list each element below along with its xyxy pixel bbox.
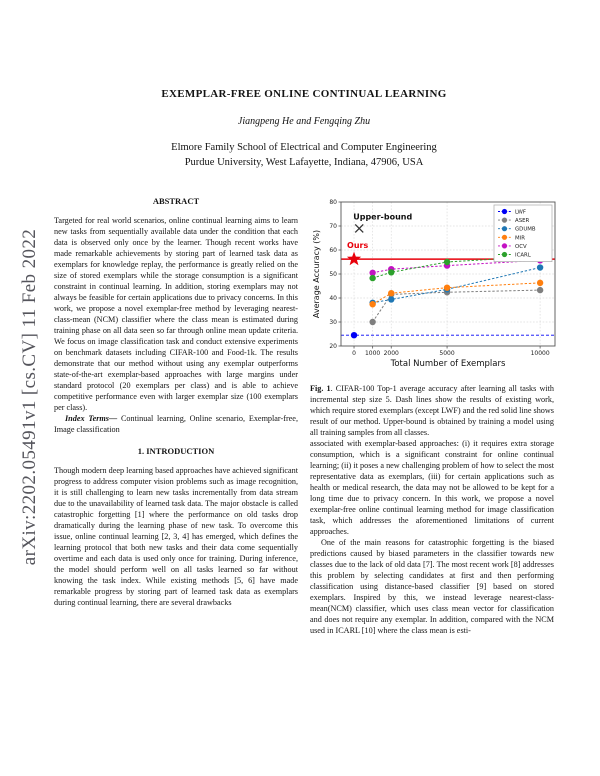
- svg-text:Total Number of Exemplars: Total Number of Exemplars: [390, 359, 506, 369]
- svg-text:1000: 1000: [365, 350, 380, 357]
- abstract-heading: ABSTRACT: [152, 196, 200, 206]
- figure1-caption: Fig. 1. CIFAR-100 Top-1 average accuracy…: [310, 383, 554, 438]
- two-column-body: ABSTRACT Targeted for real world scenari…: [54, 196, 556, 636]
- body-paragraph-1: associated with exemplar-based approache…: [310, 439, 554, 536]
- affiliation-line-1: Elmore Family School of Electrical and C…: [171, 142, 437, 153]
- paper-authors: Jiangpeng He and Fengqing Zhu: [237, 116, 371, 127]
- figure1-caption-text: . CIFAR-100 Top-1 average accuracy after…: [310, 384, 554, 437]
- svg-text:30: 30: [329, 319, 337, 326]
- svg-text:ASER: ASER: [515, 218, 530, 224]
- left-column: ABSTRACT Targeted for real world scenari…: [54, 196, 298, 636]
- body-paragraph-2: One of the main reasons for catastrophic…: [310, 538, 554, 635]
- svg-text:OCV: OCV: [515, 244, 527, 250]
- index-terms-text: Continual learning, Online scenario, Exe…: [54, 414, 298, 434]
- svg-text:60: 60: [329, 247, 337, 254]
- paper-content: EXEMPLAR-FREE ONLINE CONTINUAL LEARNING …: [54, 88, 556, 636]
- paper-header: EXEMPLAR-FREE ONLINE CONTINUAL LEARNING …: [54, 88, 554, 170]
- svg-text:Ours: Ours: [347, 241, 368, 250]
- svg-text:20: 20: [329, 343, 337, 350]
- arxiv-watermark: arXiv:2202.05491v1 [cs.CV] 11 Feb 2022: [19, 228, 40, 566]
- introduction-heading: 1. INTRODUCTION: [137, 446, 215, 456]
- svg-text:80: 80: [329, 199, 337, 206]
- paper-affiliation: Elmore Family School of Electrical and C…: [54, 140, 554, 170]
- affiliation-line-2: Purdue University, West Lafayette, India…: [184, 157, 424, 168]
- svg-text:Upper-bound: Upper-bound: [353, 212, 412, 221]
- svg-text:2000: 2000: [384, 350, 399, 357]
- introduction-paragraph: Though modern deep learning based approa…: [54, 466, 298, 607]
- figure1-caption-label: Fig. 1: [310, 384, 331, 393]
- svg-text:40: 40: [329, 295, 337, 302]
- svg-text:50: 50: [329, 271, 337, 278]
- figure1-chart: Upper-bound Ours 20 30 40 50 60 70 80 0 1000 2000 50…: [312, 199, 556, 369]
- svg-text:Average Accuracy (%): Average Accuracy (%): [312, 230, 321, 318]
- paper-title: EXEMPLAR-FREE ONLINE CONTINUAL LEARNING: [161, 88, 447, 100]
- svg-text:MIR: MIR: [515, 235, 525, 241]
- svg-text:10000: 10000: [531, 350, 550, 357]
- abstract-text: Targeted for real world scenarios, onlin…: [54, 216, 298, 412]
- svg-text:GDUMB: GDUMB: [515, 227, 536, 233]
- figure1: Upper-bound Ours 20 30 40 50 60 70 80 0 1000 2000 50…: [310, 196, 560, 383]
- index-terms: Index Terms— Continual learning, Online …: [54, 413, 298, 435]
- svg-text:LWF: LWF: [515, 210, 526, 216]
- svg-text:0: 0: [352, 350, 356, 357]
- index-terms-label: Index Terms—: [65, 414, 118, 423]
- svg-text:70: 70: [329, 223, 337, 230]
- svg-text:5000: 5000: [439, 350, 454, 357]
- right-column: Upper-bound Ours 20 30 40 50 60 70 80 0 1000 2000 50…: [310, 196, 556, 636]
- svg-text:ICARL: ICARL: [515, 253, 531, 259]
